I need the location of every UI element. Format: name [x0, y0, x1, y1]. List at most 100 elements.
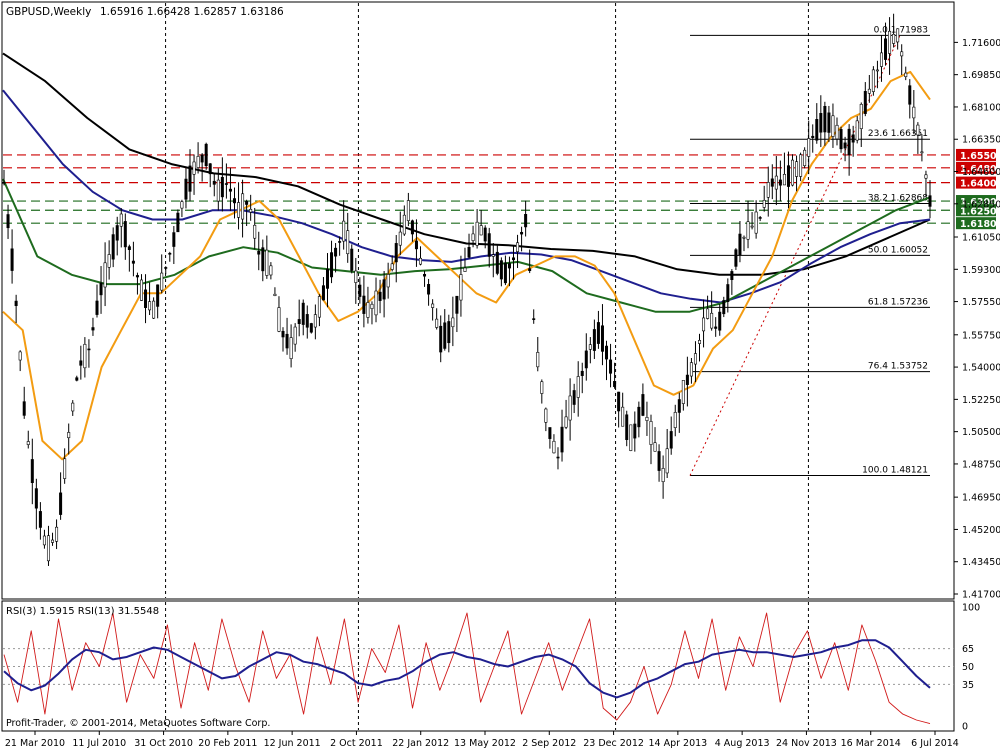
rsi-axis-label: 50	[962, 662, 974, 673]
price-candle-body	[669, 431, 673, 449]
price-candle-body	[782, 173, 786, 186]
price-candle-body	[811, 135, 815, 138]
price-candle-body	[924, 174, 928, 179]
price-candle-body	[649, 421, 653, 445]
y-tick-label: 1.54000	[962, 363, 1000, 374]
price-candle-body	[374, 290, 378, 316]
price-candle-body	[71, 402, 75, 412]
price-candle-body	[888, 30, 892, 54]
price-candle-body	[871, 69, 875, 92]
price-candle-body	[362, 295, 366, 314]
price-candle-body	[532, 318, 536, 320]
price-candle-body	[584, 350, 588, 369]
price-candle-body	[22, 401, 26, 416]
x-tick-label: 4 Aug 2013	[715, 738, 770, 749]
price-candle-body	[257, 251, 261, 255]
price-candle-body	[495, 251, 499, 274]
price-candle-body	[677, 399, 681, 413]
price-candle-body	[641, 394, 645, 416]
price-candle-body	[423, 273, 427, 277]
y-tick-label: 1.62850	[962, 199, 1000, 210]
level-tag	[956, 161, 996, 174]
y-tick-label: 1.55750	[962, 330, 1000, 341]
price-candle-body	[904, 72, 908, 77]
level-tag	[956, 217, 996, 230]
price-candle-body	[91, 327, 95, 331]
price-candle-body	[596, 322, 600, 344]
price-candle-body	[427, 284, 431, 295]
price-candle-body	[261, 247, 265, 272]
level-tag	[956, 204, 996, 217]
price-candle-body	[439, 325, 443, 353]
price-candle-body	[156, 284, 160, 307]
sma-blue-line	[2, 89, 931, 304]
price-candle-body	[99, 282, 103, 296]
price-candle-body	[839, 129, 843, 150]
y-tick-label: 1.43450	[962, 557, 1000, 568]
price-candle-body	[645, 417, 649, 421]
rsi-axis-label: 0	[962, 722, 968, 733]
x-tick-label: 2 Oct 2011	[330, 738, 383, 749]
y-tick-label: 1.57550	[962, 297, 1000, 308]
price-candle-body	[746, 221, 750, 240]
price-candle-body	[629, 424, 633, 451]
price-candle-body	[115, 225, 119, 241]
price-candle-body	[309, 323, 313, 333]
price-candle-body	[807, 138, 811, 157]
price-candle-body	[516, 242, 520, 252]
price-candle-body	[786, 165, 790, 187]
price-candle-body	[560, 426, 564, 453]
price-candle-body	[135, 275, 139, 278]
price-candle-body	[265, 249, 269, 276]
price-candle-body	[370, 303, 374, 309]
symbol-label: GBPUSD,Weekly	[6, 6, 91, 18]
price-candle-body	[681, 380, 685, 404]
price-candle-body	[536, 352, 540, 368]
price-candle-body	[241, 193, 245, 220]
price-candle-body	[378, 291, 382, 301]
price-candle-body	[148, 301, 152, 311]
fib-level-label: 23.6 1.66351	[868, 129, 928, 139]
price-candle-body	[67, 432, 71, 439]
price-candle-body	[176, 212, 180, 233]
price-candle-body	[625, 414, 629, 440]
price-candle-body	[321, 285, 325, 301]
price-candle-body	[273, 293, 277, 296]
price-candle-body	[613, 381, 617, 387]
x-tick-label: 14 Apr 2013	[648, 738, 707, 749]
price-candle-body	[301, 302, 305, 325]
price-candle-body	[863, 91, 867, 114]
price-candle-body	[912, 106, 916, 119]
price-candle-body	[750, 225, 754, 228]
price-candle-body	[685, 374, 689, 385]
price-candle-body	[799, 154, 803, 177]
level-tag	[956, 176, 996, 189]
price-candle-body	[338, 241, 342, 243]
price-candle-body	[269, 265, 273, 276]
x-tick-label: 22 Jan 2012	[392, 738, 449, 749]
sma-black-line	[2, 52, 931, 276]
price-candle-body	[346, 230, 350, 255]
price-candle-body	[556, 456, 560, 459]
price-candle-body	[6, 214, 10, 229]
price-candle-body	[483, 227, 487, 242]
price-candle-body	[168, 252, 172, 255]
price-candle-body	[410, 220, 414, 235]
price-candle-body	[540, 381, 544, 394]
price-candle-body	[38, 511, 42, 528]
price-candle-body	[908, 85, 912, 105]
price-candle-body	[152, 300, 156, 319]
x-tick-label: 23 Dec 2012	[583, 738, 644, 749]
price-candle-body	[564, 416, 568, 428]
price-candle-body	[633, 423, 637, 439]
x-tick-label: 6 Jul 2014	[911, 738, 959, 749]
price-candle-body	[139, 279, 143, 301]
price-candle-body	[875, 69, 879, 72]
level-tag-label: 1.64000	[960, 179, 1000, 190]
price-candle-body	[131, 260, 135, 264]
price-candle-body	[900, 51, 904, 57]
price-candle-body	[714, 326, 718, 329]
price-candle-body	[443, 322, 447, 349]
price-candle-body	[123, 221, 127, 248]
